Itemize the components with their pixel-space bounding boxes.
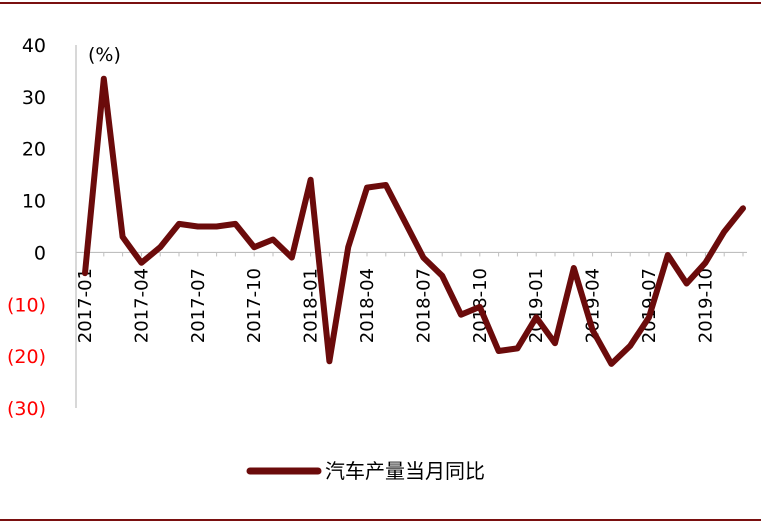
y-tick-label: (30) xyxy=(7,398,46,420)
bottom-border xyxy=(0,519,761,521)
top-border xyxy=(0,2,761,4)
y-tick-label: 20 xyxy=(22,139,46,161)
x-tick-label: 2018-07 xyxy=(413,268,434,343)
series-layer xyxy=(82,75,746,367)
legend: 汽车产量当月同比 xyxy=(246,459,485,483)
series-line xyxy=(82,75,746,367)
legend-label: 汽车产量当月同比 xyxy=(325,459,485,483)
x-axis: 2017-01 2017-04 2017-07 2017-10 2018-01 2018-… xyxy=(75,251,747,343)
y-tick-label: (20) xyxy=(7,346,46,368)
y-axis: 40 30 20 10 0 (10) (20) (30) xyxy=(7,35,77,420)
x-tick-label: 2018-01 xyxy=(301,268,322,343)
x-tick-label: 2017-10 xyxy=(244,268,265,343)
x-tick-label: 2017-01 xyxy=(75,268,96,343)
y-tick-label: 40 xyxy=(22,35,46,57)
x-tick-label: 2017-04 xyxy=(131,268,152,343)
x-tick-label: 2017-07 xyxy=(188,268,209,343)
unit-label: (%) xyxy=(88,44,121,66)
y-tick-label: 30 xyxy=(22,87,46,109)
x-tick-label: 2019-10 xyxy=(695,268,716,343)
y-tick-label: 10 xyxy=(22,191,46,213)
x-tick-label: 2018-04 xyxy=(357,268,378,343)
y-tick-label: (10) xyxy=(7,294,46,316)
y-tick-label: 0 xyxy=(34,242,46,264)
